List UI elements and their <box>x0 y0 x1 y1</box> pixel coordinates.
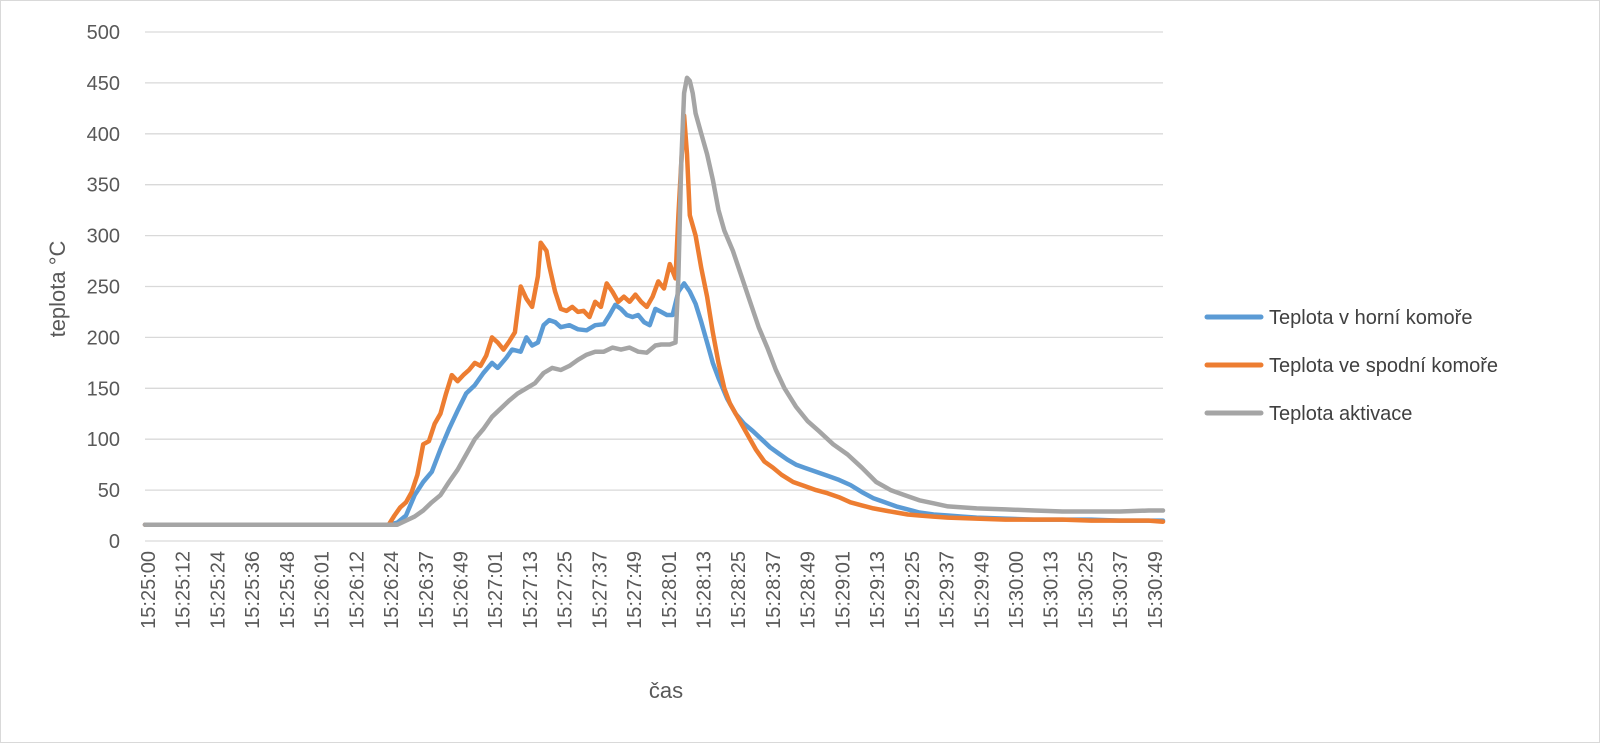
x-tick-label: 15:25:00 <box>138 551 160 629</box>
x-tick-label: 15:26:12 <box>346 551 368 629</box>
x-tick-label: 15:26:37 <box>416 551 438 629</box>
y-tick-label: 150 <box>87 378 120 400</box>
y-tick-label: 50 <box>98 480 120 502</box>
x-tick-label: 15:26:24 <box>381 551 403 629</box>
x-tick-label: 15:27:13 <box>520 551 542 629</box>
series-lines <box>142 75 1166 527</box>
legend: Teplota v horní komoře Teplota ve spodní … <box>1204 307 1498 425</box>
x-tick-label: 15:25:48 <box>277 551 299 629</box>
y-tick-label: 450 <box>87 73 120 95</box>
x-tick-label: 15:26:01 <box>312 551 334 629</box>
x-tick-label: 15:25:24 <box>207 551 229 629</box>
y-tick-label: 250 <box>87 277 120 299</box>
y-tick-label: 300 <box>87 226 120 248</box>
x-tick-label: 15:30:37 <box>1110 551 1132 629</box>
legend-label-3: Teplota aktivace <box>1269 403 1412 425</box>
x-tick-label: 15:26:49 <box>450 551 472 629</box>
x-tick-label: 15:27:49 <box>624 551 646 629</box>
series-line-3 <box>142 75 1166 527</box>
x-tick-label: 15:27:01 <box>485 551 507 629</box>
x-tick-label: 15:29:25 <box>902 551 924 629</box>
x-tick-label: 15:28:49 <box>798 551 820 629</box>
x-tick-label: 15:25:36 <box>242 551 264 629</box>
y-tick-label: 400 <box>87 124 120 146</box>
legend-label-2: Teplota ve spodní komoře <box>1269 355 1498 377</box>
x-tick-label: 15:29:01 <box>832 551 854 629</box>
y-tick-label: 500 <box>87 22 120 44</box>
y-tick-label: 0 <box>109 531 120 553</box>
y-axis-title: teplota °C <box>45 240 70 337</box>
x-tick-label: 15:27:37 <box>589 551 611 629</box>
x-tick-label: 15:29:13 <box>867 551 889 629</box>
x-tick-label: 15:30:13 <box>1041 551 1063 629</box>
x-tick-label: 15:30:25 <box>1075 551 1097 629</box>
x-tick-label: 15:25:12 <box>173 551 195 629</box>
y-tick-label: 350 <box>87 175 120 197</box>
series-line-2 <box>142 113 1166 527</box>
legend-label-1: Teplota v horní komoře <box>1269 307 1472 329</box>
x-tick-label: 15:30:49 <box>1145 551 1167 629</box>
x-tick-label: 15:29:49 <box>971 551 993 629</box>
x-tick-label: 15:28:13 <box>694 551 716 629</box>
x-tick-label: 15:27:25 <box>555 551 577 629</box>
x-tick-label: 15:28:01 <box>659 551 681 629</box>
x-axis-ticks: 15:25:00 15:25:12 15:25:24 15:25:36 15:25:48… <box>138 551 1167 629</box>
x-axis-title: čas <box>649 678 683 703</box>
y-tick-label: 200 <box>87 327 120 349</box>
x-tick-label: 15:28:37 <box>763 551 785 629</box>
x-tick-label: 15:28:25 <box>728 551 750 629</box>
y-tick-label: 100 <box>87 429 120 451</box>
x-tick-label: 15:30:00 <box>1006 551 1028 629</box>
series-line-1 <box>142 281 1166 527</box>
y-axis-ticks: 0 50 100 150 200 250 300 350 400 450 500 <box>87 22 120 553</box>
x-tick-label: 15:29:37 <box>937 551 959 629</box>
